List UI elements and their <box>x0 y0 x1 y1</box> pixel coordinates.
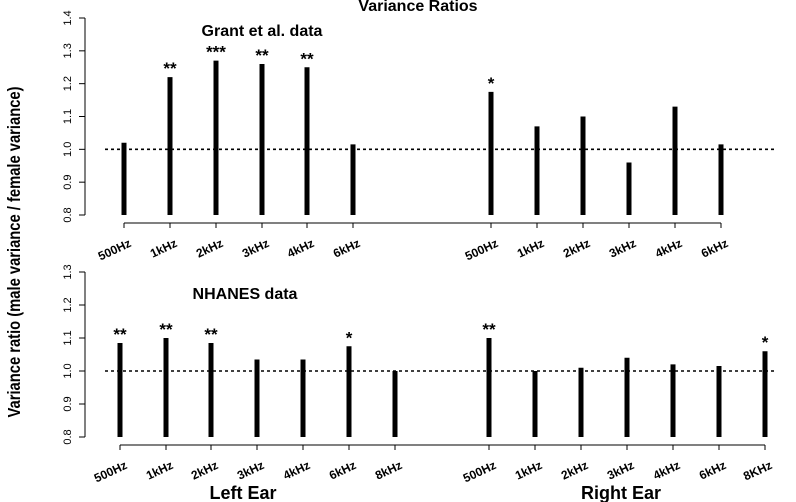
x-tick-label: 3kHz <box>235 458 266 483</box>
y-tick-label: 1.0 <box>62 363 74 378</box>
x-tick-label: 500Hz <box>461 458 498 485</box>
y-tick-label: 1.2 <box>62 76 74 91</box>
y-tick-label: 1.4 <box>62 10 74 25</box>
x-tick-label: 2kHz <box>194 236 225 261</box>
chart-panel-2: NHANES data0.80.91.01.11.21.3**500Hz**1k… <box>62 264 775 485</box>
x-tick-label: 8KHz <box>741 458 774 483</box>
y-tick-label: 0.8 <box>62 429 74 444</box>
significance-marker: ** <box>113 325 127 344</box>
significance-marker: ** <box>163 59 177 78</box>
x-tick-label: 8kHz <box>373 458 404 483</box>
significance-marker: ** <box>300 49 314 68</box>
x-tick-label: 1kHz <box>515 236 546 261</box>
x-tick-label: 1kHz <box>148 236 179 261</box>
x-tick-label: 4kHz <box>285 236 316 261</box>
significance-marker: ** <box>204 325 218 344</box>
x-tick-label: 4kHz <box>653 236 684 261</box>
y-tick-label: 1.3 <box>62 264 74 279</box>
x-tick-label: 500Hz <box>463 236 500 263</box>
x-tick-label: 6kHz <box>697 458 728 483</box>
chart-panels: Grant et al. data 0.8 0.9 1.0 1.1 1.2 1.3 1.4 50… <box>62 10 775 485</box>
x-tick-label: 1kHz <box>144 458 175 483</box>
x-tick-label: 500Hz <box>92 458 129 485</box>
x-tick-label: 6kHz <box>699 236 730 261</box>
x-tick-label: 6kHz <box>327 458 358 483</box>
y-tick-label: 0.8 <box>62 207 74 222</box>
group-label-left-ear: Left Ear <box>209 483 276 502</box>
x-tick-label: 4kHz <box>651 458 682 483</box>
significance-marker: * <box>488 74 495 93</box>
x-tick-label: 6kHz <box>331 236 362 261</box>
x-tick-label: 500Hz <box>96 236 133 263</box>
x-tick-label: 3kHz <box>605 458 636 483</box>
significance-marker: *** <box>206 43 226 62</box>
x-tick-label: 2kHz <box>189 458 220 483</box>
panel-title: Grant et al. data <box>202 23 323 40</box>
significance-marker: * <box>762 333 769 352</box>
panel-title: NHANES data <box>193 286 298 303</box>
group-label-right-ear: Right Ear <box>581 483 661 502</box>
significance-marker: ** <box>255 46 269 65</box>
y-tick-label: 0.9 <box>62 175 74 190</box>
significance-marker: ** <box>482 320 496 339</box>
x-tick-label: 2kHz <box>561 236 592 261</box>
significance-marker: ** <box>159 320 173 339</box>
figure-title: Variance Ratios <box>358 0 477 15</box>
y-tick-label: 1.2 <box>62 297 74 312</box>
x-tick-label: 1kHz <box>513 458 544 483</box>
y-axis-label: Variance ratio (male variance / female v… <box>5 86 25 417</box>
x-tick-label: 4kHz <box>281 458 312 483</box>
x-tick-label: 3kHz <box>240 236 271 261</box>
x-tick-label: 3kHz <box>607 236 638 261</box>
y-tick-label: 1.1 <box>62 109 74 124</box>
y-tick-label: 0.9 <box>62 396 74 411</box>
chart-panel-1: Grant et al. data 0.8 0.9 1.0 1.1 1.2 1.3 1.4 50… <box>62 10 775 263</box>
y-tick-label: 1.1 <box>62 330 74 345</box>
y-tick-label: 1.3 <box>62 43 74 58</box>
y-tick-label: 1.0 <box>62 142 74 157</box>
significance-marker: * <box>346 328 353 347</box>
x-tick-label: 2kHz <box>559 458 590 483</box>
